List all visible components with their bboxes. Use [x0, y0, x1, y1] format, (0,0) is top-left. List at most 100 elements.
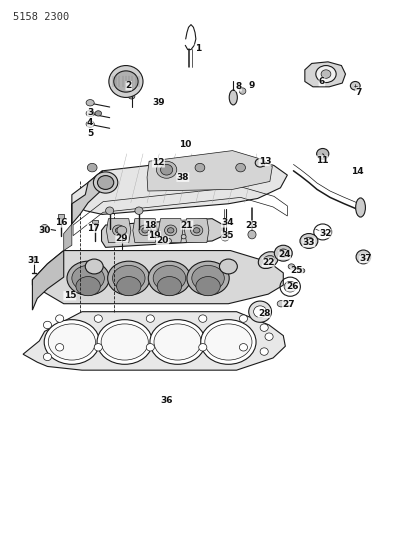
Ellipse shape	[350, 82, 360, 90]
Text: 23: 23	[246, 221, 258, 230]
Text: 16: 16	[55, 219, 67, 228]
Ellipse shape	[167, 228, 174, 233]
Ellipse shape	[356, 198, 366, 217]
Ellipse shape	[164, 225, 177, 236]
Ellipse shape	[129, 94, 135, 99]
Text: 2: 2	[126, 81, 132, 90]
Polygon shape	[64, 204, 72, 251]
Text: 11: 11	[316, 156, 328, 165]
Ellipse shape	[86, 100, 94, 106]
Polygon shape	[92, 220, 98, 223]
Ellipse shape	[317, 149, 329, 159]
Ellipse shape	[117, 277, 141, 296]
Ellipse shape	[154, 324, 201, 360]
Ellipse shape	[160, 165, 173, 175]
Ellipse shape	[44, 320, 100, 365]
Text: 14: 14	[351, 167, 364, 176]
Text: 13: 13	[259, 157, 271, 166]
Text: 27: 27	[282, 300, 295, 309]
Ellipse shape	[113, 225, 125, 236]
Text: 15: 15	[64, 291, 76, 300]
Text: 12: 12	[152, 158, 165, 167]
Ellipse shape	[95, 111, 102, 116]
Ellipse shape	[260, 324, 268, 332]
Text: 8: 8	[235, 82, 242, 91]
Ellipse shape	[254, 306, 266, 318]
Text: 33: 33	[303, 238, 315, 247]
Ellipse shape	[288, 264, 295, 269]
Ellipse shape	[148, 261, 191, 295]
Ellipse shape	[40, 224, 49, 232]
Text: 21: 21	[181, 221, 193, 230]
Text: 3: 3	[87, 108, 93, 117]
Ellipse shape	[43, 353, 51, 361]
Text: 29: 29	[115, 235, 128, 244]
Text: 5158 2300: 5158 2300	[13, 12, 69, 22]
Ellipse shape	[146, 315, 154, 322]
Ellipse shape	[72, 265, 104, 291]
Polygon shape	[147, 151, 272, 191]
Ellipse shape	[150, 320, 205, 365]
Ellipse shape	[86, 121, 94, 127]
Ellipse shape	[284, 281, 296, 292]
Ellipse shape	[274, 245, 292, 261]
Ellipse shape	[265, 333, 273, 341]
Polygon shape	[133, 219, 157, 243]
Text: 6: 6	[319, 77, 325, 86]
Ellipse shape	[101, 324, 148, 360]
Text: 24: 24	[278, 251, 291, 260]
Ellipse shape	[193, 228, 200, 233]
Text: 4: 4	[87, 118, 93, 127]
Text: 1: 1	[195, 44, 201, 53]
Ellipse shape	[98, 175, 114, 189]
Text: 36: 36	[160, 396, 173, 405]
Ellipse shape	[248, 230, 256, 239]
Ellipse shape	[85, 259, 103, 274]
Ellipse shape	[258, 252, 278, 269]
Ellipse shape	[157, 277, 182, 296]
Ellipse shape	[262, 255, 274, 265]
Ellipse shape	[260, 348, 268, 356]
Ellipse shape	[43, 321, 51, 329]
Ellipse shape	[191, 225, 203, 236]
Polygon shape	[158, 219, 183, 243]
Ellipse shape	[278, 249, 288, 257]
Ellipse shape	[76, 277, 100, 296]
Text: 26: 26	[286, 282, 299, 291]
Ellipse shape	[48, 324, 95, 360]
Ellipse shape	[205, 324, 252, 360]
Ellipse shape	[94, 315, 102, 322]
Text: 17: 17	[87, 224, 100, 233]
Ellipse shape	[249, 301, 271, 322]
Text: 25: 25	[290, 266, 303, 275]
Polygon shape	[102, 219, 224, 247]
Ellipse shape	[316, 66, 336, 83]
Ellipse shape	[117, 226, 127, 235]
Ellipse shape	[156, 161, 177, 178]
Text: 39: 39	[152, 98, 165, 107]
Ellipse shape	[300, 233, 318, 248]
Ellipse shape	[220, 259, 237, 274]
Ellipse shape	[199, 344, 207, 351]
Ellipse shape	[97, 320, 152, 365]
Ellipse shape	[356, 250, 371, 264]
Ellipse shape	[165, 238, 171, 244]
Text: 37: 37	[359, 254, 372, 263]
Ellipse shape	[135, 207, 143, 214]
Ellipse shape	[93, 172, 118, 193]
Ellipse shape	[114, 71, 138, 92]
Text: 7: 7	[355, 87, 362, 96]
Polygon shape	[58, 214, 64, 217]
Ellipse shape	[277, 301, 285, 307]
Polygon shape	[72, 171, 102, 224]
Text: 19: 19	[148, 231, 161, 240]
Ellipse shape	[300, 269, 305, 273]
Ellipse shape	[196, 277, 220, 296]
Text: 9: 9	[249, 81, 255, 90]
Text: 35: 35	[221, 231, 234, 240]
Ellipse shape	[229, 90, 237, 105]
Ellipse shape	[255, 159, 265, 167]
Ellipse shape	[108, 261, 150, 295]
Ellipse shape	[201, 320, 256, 365]
Ellipse shape	[153, 265, 186, 291]
